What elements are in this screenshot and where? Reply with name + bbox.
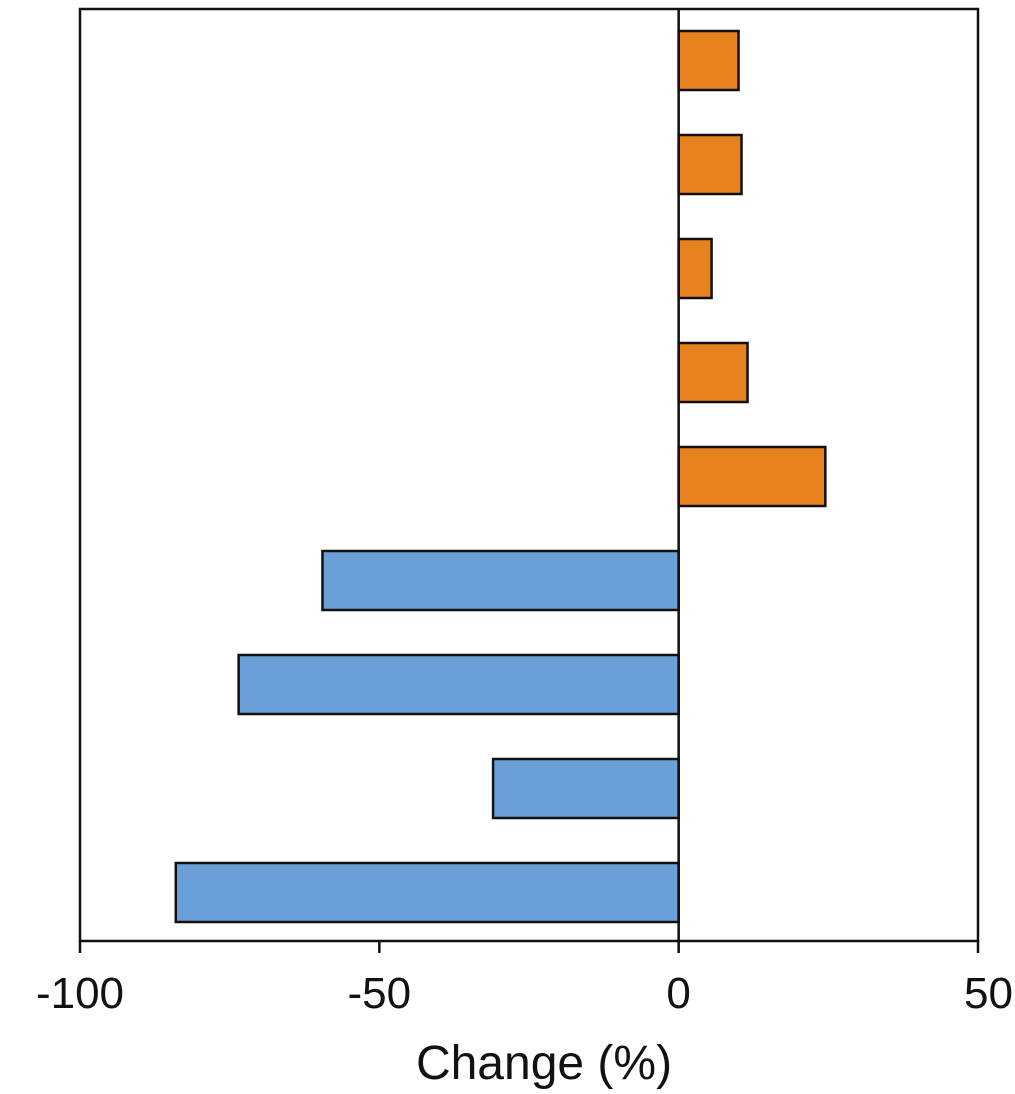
x-tick-label-1: -50 (348, 969, 412, 1018)
bars-group (174, 29, 827, 924)
bar-8 (491, 757, 680, 820)
bar-6 (321, 549, 680, 612)
x-axis-title: Change (%) (416, 1037, 672, 1090)
bar-1 (677, 29, 740, 92)
x-axis-tick-labels: -100 -50 0 50 (36, 969, 1013, 1018)
bar-9 (174, 861, 680, 924)
bar-2 (677, 133, 743, 196)
bar-4 (677, 341, 749, 404)
x-tick-label-3: 50 (964, 969, 1013, 1018)
bar-5 (677, 445, 827, 508)
x-axis-ticks (78, 941, 980, 953)
bar-3 (677, 237, 713, 300)
x-tick-label-0: -100 (36, 969, 124, 1018)
bar-7 (237, 653, 680, 716)
x-tick-label-2: 0 (666, 969, 690, 1018)
plot-frame (78, 7, 980, 943)
